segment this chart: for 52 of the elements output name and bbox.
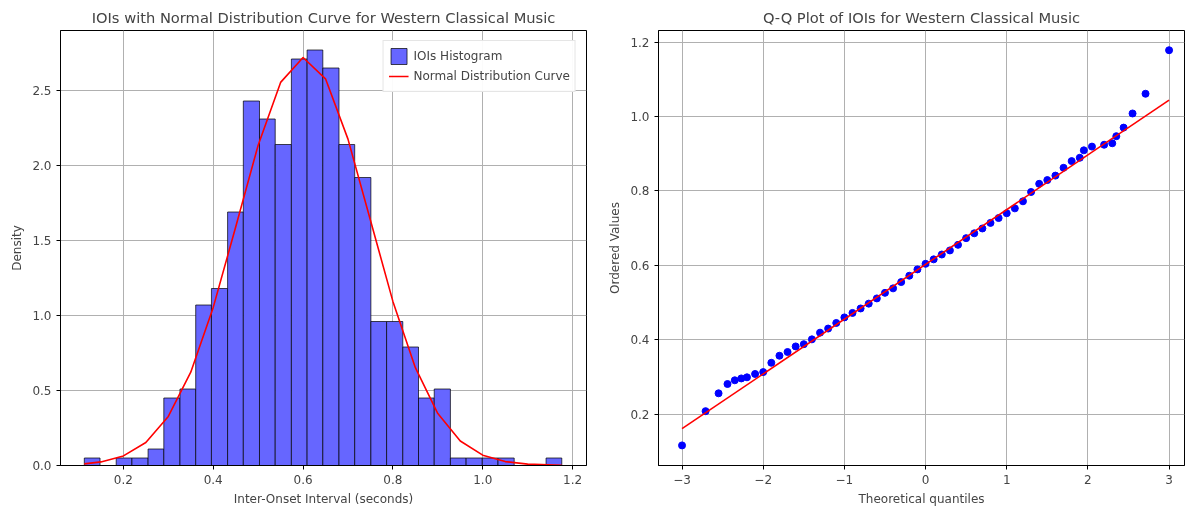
point — [1141, 89, 1150, 98]
point — [678, 441, 687, 450]
y-tick-label: 0.5 — [32, 384, 52, 398]
point — [767, 358, 776, 367]
y-tick-label: 2.5 — [32, 84, 52, 98]
x-tick-label: 1.2 — [563, 472, 583, 487]
x-tick-label: 0.8 — [383, 472, 403, 487]
chart-title: Q-Q Plot of IOIs for Western Classical Music — [762, 8, 1081, 26]
point — [1067, 157, 1076, 166]
point — [751, 369, 760, 378]
x-tick-label: 3 — [1165, 472, 1173, 487]
point — [1165, 46, 1174, 55]
y-tick-label: 1.0 — [32, 309, 52, 323]
legend-label: IOIs Histogram — [413, 49, 503, 63]
legend-label: Normal Distribution Curve — [413, 69, 570, 83]
y-tick-label: 0.4 — [630, 333, 650, 348]
point — [1035, 179, 1044, 188]
point — [1108, 139, 1117, 148]
x-tick-label: −2 — [754, 472, 773, 487]
y-axis-title: Ordered Values — [608, 202, 623, 294]
x-tick-label: −3 — [673, 472, 691, 487]
y-tick-label: 0.8 — [630, 184, 650, 199]
chart-title: IOIs with Normal Distribution Curve for Western Classical Music — [91, 8, 556, 26]
point — [723, 380, 732, 388]
point — [783, 348, 792, 356]
point — [1079, 146, 1088, 155]
x-tick-label: −1 — [835, 472, 854, 487]
y-tick-label: 1.0 — [630, 109, 650, 124]
point — [730, 376, 739, 385]
y-tick-label: 1.2 — [630, 35, 650, 50]
x-tick-label: 1 — [1002, 472, 1011, 487]
point — [742, 373, 751, 382]
point — [714, 389, 723, 398]
point — [791, 342, 800, 351]
point — [775, 351, 784, 360]
x-tick-label: 0 — [921, 472, 930, 487]
point — [1087, 142, 1096, 151]
y-tick-label: 0.6 — [630, 258, 650, 273]
x-tick-label: 2 — [1084, 472, 1092, 487]
y-tick-label: 0.2 — [630, 407, 650, 422]
y-tick-label: 2.0 — [32, 159, 52, 173]
point — [1010, 204, 1019, 213]
y-axis-title: Density — [10, 225, 25, 271]
point — [1128, 109, 1137, 118]
x-tick-label: 1.0 — [473, 472, 493, 487]
x-tick-label: 0.4 — [203, 472, 223, 487]
y-tick-label: 0.0 — [32, 459, 52, 473]
x-tick-label: 0.6 — [293, 472, 313, 487]
y-tick-label: 1.5 — [32, 234, 52, 248]
x-axis-title: Theoretical quantiles — [857, 491, 985, 506]
x-tick-label: 0.2 — [113, 472, 133, 487]
x-axis-title: Inter-Onset Interval (seconds) — [233, 491, 414, 506]
